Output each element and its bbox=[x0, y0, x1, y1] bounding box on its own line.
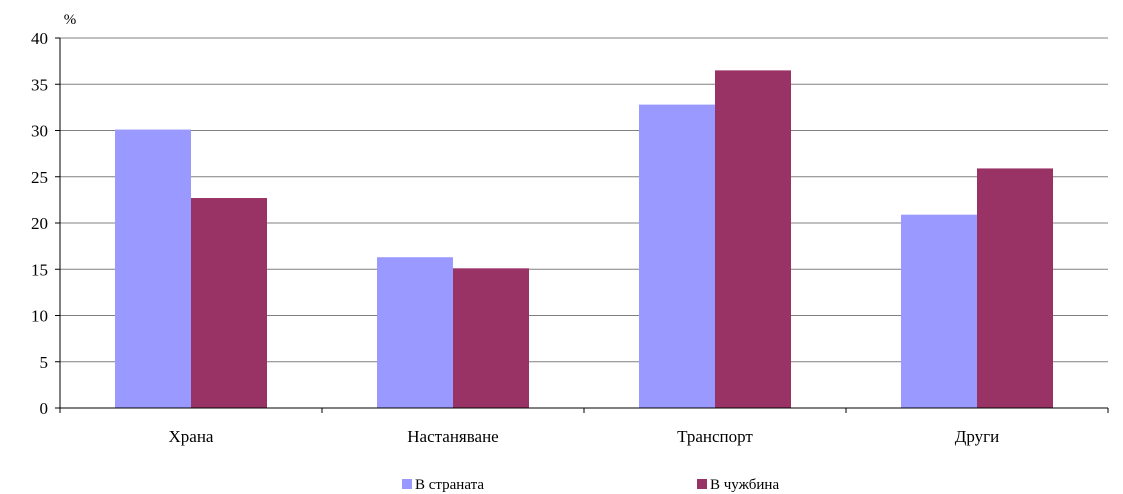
y-tick-label: 40 bbox=[31, 29, 48, 48]
axes bbox=[55, 37, 1109, 413]
bar-abroad-3 bbox=[977, 168, 1053, 408]
bar-domestic-1 bbox=[377, 257, 453, 408]
legend-label-1: В чужбина bbox=[710, 477, 779, 493]
legend: В страната В чужбина bbox=[402, 477, 779, 493]
bar-abroad-0 bbox=[191, 198, 267, 408]
y-tick-label: 0 bbox=[40, 399, 49, 418]
y-tick-label: 5 bbox=[40, 353, 49, 372]
y-tick-label: 25 bbox=[31, 168, 48, 187]
bar-domestic-3 bbox=[901, 214, 977, 408]
y-tick-label: 15 bbox=[31, 260, 48, 279]
bar-abroad-1 bbox=[453, 268, 529, 408]
x-category-label: Настаняване bbox=[407, 427, 498, 446]
x-category-label: Транспорт bbox=[677, 427, 753, 446]
x-category-label: Храна bbox=[169, 427, 214, 446]
legend-swatch-1 bbox=[697, 479, 707, 489]
y-tick-label: 30 bbox=[31, 122, 48, 141]
y-tick-label: 10 bbox=[31, 307, 48, 326]
bar-domestic-0 bbox=[115, 129, 191, 408]
x-category-label: Други bbox=[955, 427, 999, 446]
bars bbox=[115, 70, 1053, 408]
axis-labels: 0 5 10 15 20 25 30 35 40% Храна Настаняване Транспо… bbox=[31, 12, 999, 446]
legend-label-0: В страната bbox=[415, 477, 484, 493]
y-tick-label: 35 bbox=[31, 75, 48, 94]
y-unit-label: % bbox=[64, 12, 77, 28]
bar-domestic-2 bbox=[639, 104, 715, 408]
y-tick-label: 20 bbox=[31, 214, 48, 233]
legend-swatch-0 bbox=[402, 479, 412, 489]
bar-abroad-2 bbox=[715, 70, 791, 408]
